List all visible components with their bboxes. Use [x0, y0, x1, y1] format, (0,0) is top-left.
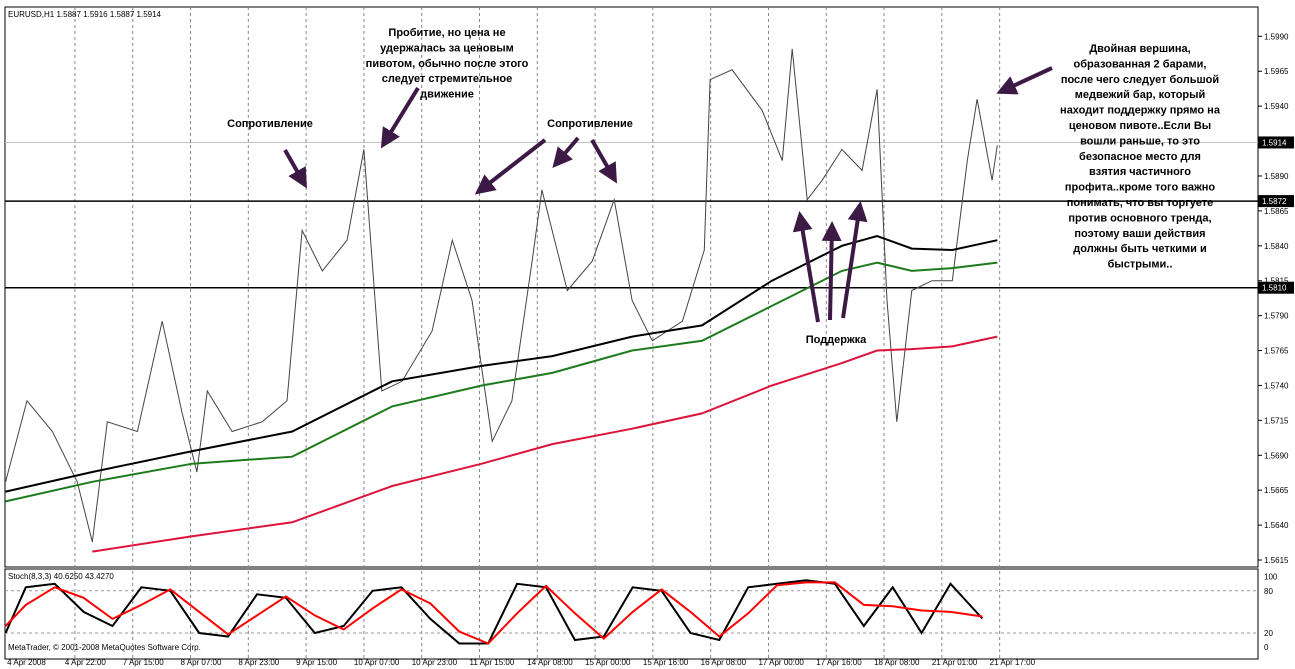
price-label-box — [1258, 195, 1294, 208]
annotation: Сопротивление — [547, 118, 633, 130]
annotation-line: Двойная вершина, — [1089, 43, 1190, 55]
y-tick-label: 1.5790 — [1264, 312, 1289, 321]
x-tick-label: 17 Apr 16:00 — [816, 658, 862, 667]
stoch-title: Stoch(8,3,3) 40.6250 43.4270 — [8, 572, 114, 581]
x-tick-label: 8 Apr 07:00 — [181, 658, 222, 667]
annotation-line: следует стремительное — [382, 73, 512, 85]
y-tick-label: 1.5665 — [1264, 486, 1289, 495]
annotation-line: профита..кроме того важно — [1065, 182, 1216, 194]
annotation: Поддержка — [806, 334, 867, 346]
x-tick-label: 17 Apr 00:00 — [758, 658, 804, 667]
y-tick-label: 100 — [1264, 573, 1278, 582]
level-label: 1.5872 — [1262, 197, 1287, 206]
x-tick-label: 7 Apr 15:00 — [123, 658, 164, 667]
x-tick-label: 15 Apr 00:00 — [585, 658, 631, 667]
x-tick-label: 10 Apr 07:00 — [354, 658, 400, 667]
annotation-line: ценовом пивоте..Если Вы — [1069, 120, 1211, 132]
series-line — [5, 261, 998, 503]
y-tick-label: 1.5765 — [1264, 347, 1289, 356]
annotation-line: Пробитие, но цена не — [388, 27, 505, 39]
annotation-line: движение — [420, 89, 474, 101]
y-tick-label: 1.5815 — [1264, 277, 1289, 286]
arrows — [283, 66, 1053, 323]
footer: MetaTrader, © 2001-2008 MetaQuotes Softw… — [8, 643, 201, 652]
x-tick-label: 9 Apr 15:00 — [296, 658, 337, 667]
y-tick-label: 1.5990 — [1264, 32, 1289, 41]
x-tick-label: 4 Apr 22:00 — [65, 658, 106, 667]
x-tick-label: 18 Apr 08:00 — [874, 658, 920, 667]
y-tick-label: 80 — [1264, 587, 1273, 596]
y-tick-label: 1.5740 — [1264, 381, 1289, 390]
y-tick-label: 1.5840 — [1264, 242, 1289, 251]
y-tick-label: 1.5715 — [1264, 416, 1289, 425]
x-tick-label: 21 Apr 01:00 — [932, 658, 978, 667]
y-tick-label: 1.5615 — [1264, 556, 1289, 565]
annotation-line: находит поддержку прямо на — [1060, 105, 1221, 117]
series-line — [4, 581, 983, 645]
current-price-label: 1.5914 — [1262, 138, 1287, 147]
annotation-line: поэтому ваши действия — [1074, 228, 1205, 240]
level-label: 1.5810 — [1262, 284, 1287, 293]
y-tick-label: 1.5940 — [1264, 102, 1289, 111]
annotation-line: образованная 2 барами, — [1074, 58, 1207, 70]
annotation-line: после чего следует большой — [1061, 74, 1219, 86]
series-line — [5, 234, 998, 493]
annotation-line: быстрыми.. — [1108, 259, 1173, 271]
y-tick-label: 1.5965 — [1264, 67, 1289, 76]
x-tick-label: 4 Apr 2008 — [7, 658, 46, 667]
y-tick-label: 1.5890 — [1264, 172, 1289, 181]
price-label-box — [1258, 281, 1294, 294]
x-tick-label: 21 Apr 17:00 — [990, 658, 1036, 667]
annotation-line: должны быть четкими и — [1073, 243, 1206, 255]
annotation-line: вошли раньше, то это — [1080, 135, 1200, 147]
x-tick-label: 15 Apr 16:00 — [643, 658, 689, 667]
annotation-line: взятия частичного — [1089, 166, 1191, 178]
annotation-line: безопасное место для — [1079, 151, 1201, 163]
annotation-line: против основного тренда, — [1068, 212, 1211, 224]
y-tick-label: 1.5640 — [1264, 521, 1289, 530]
x-tick-label: 8 Apr 23:00 — [238, 658, 279, 667]
y-tick-label: 0 — [1264, 643, 1269, 652]
annotation-line: понимать, что вы торгуете — [1067, 197, 1213, 209]
x-tick-label: 10 Apr 23:00 — [412, 658, 458, 667]
price-label-box — [1258, 136, 1294, 149]
annotation-line: удержалась за ценовым — [380, 42, 514, 54]
y-tick-label: 1.5865 — [1264, 207, 1289, 216]
x-tick-label: 16 Apr 08:00 — [701, 658, 747, 667]
chart-title: EURUSD,H1 1.5887 1.5916 1.5887 1.5914 — [8, 10, 162, 19]
series-line — [92, 335, 998, 553]
y-tick-label: 1.5690 — [1264, 451, 1289, 460]
annotation-line: пивотом, обычно после этого — [366, 58, 529, 70]
annotation-line: медвежий бар, который — [1075, 89, 1206, 101]
x-tick-label: 14 Apr 08:00 — [527, 658, 573, 667]
x-tick-label: 11 Apr 15:00 — [469, 658, 514, 667]
y-tick-label: 20 — [1264, 629, 1273, 638]
annotation: Сопротивление — [227, 118, 313, 130]
